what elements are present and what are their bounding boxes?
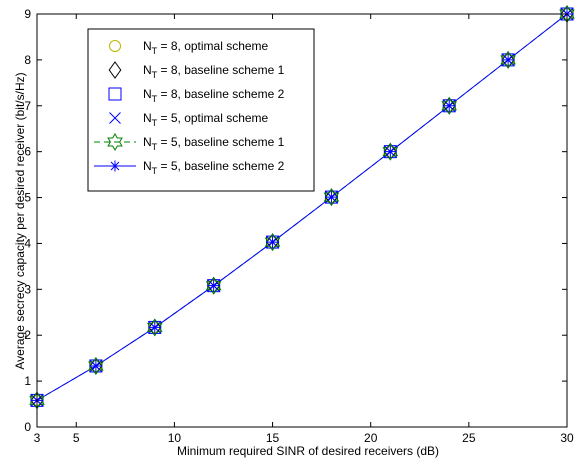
series-6-point (443, 100, 455, 112)
axes-box (36, 13, 568, 428)
legend-marker-1 (109, 40, 121, 52)
legend-label-main: N (143, 159, 152, 173)
series-6-point (502, 54, 514, 66)
legend-label-main: N (143, 135, 152, 149)
series-5-point (205, 276, 222, 295)
legend-marker-5 (107, 133, 123, 151)
legend-label-rest: = 5, optimal scheme (157, 111, 268, 125)
legend-marker-3 (108, 87, 122, 101)
y-tick-label: 3 (24, 282, 31, 296)
x-tick-label: 10 (168, 431, 182, 445)
x-tick-label: 15 (266, 431, 280, 445)
x-tick-label: 25 (462, 431, 476, 445)
legend-label-rest: = 5, baseline scheme 2 (157, 159, 284, 173)
legend-label-main: N (143, 111, 152, 125)
series-5-point (323, 188, 340, 207)
series-6-point (267, 236, 279, 248)
legend-label-sub: T (152, 94, 158, 104)
series-6-point (208, 280, 220, 292)
legend-label-rest: = 5, baseline scheme 1 (157, 135, 284, 149)
y-tick-label: 4 (24, 236, 31, 250)
legend-label-rest: = 8, baseline scheme 1 (157, 63, 284, 77)
series-3-point (442, 99, 456, 113)
legend-marker-6 (109, 160, 121, 172)
legend-label-3: NT = 8, baseline scheme 2 (143, 87, 285, 104)
legend-label-rest: = 8, optimal scheme (157, 39, 268, 53)
series-5-point (382, 142, 399, 161)
x-tick-label: 20 (364, 431, 378, 445)
x-tick-label: 30 (560, 431, 574, 445)
legend-label-main: N (143, 87, 152, 101)
series-3-point (89, 359, 103, 373)
y-tick-label: 2 (24, 328, 31, 342)
series-3-point (324, 190, 338, 204)
series-6-point (325, 191, 337, 203)
legend-label-main: N (143, 39, 152, 53)
series-3-point (383, 145, 397, 159)
series-layer (29, 5, 575, 410)
series-6-point (384, 146, 396, 158)
series-5-point (146, 318, 163, 337)
series-3-point (501, 53, 515, 67)
legend-label-sub: T (152, 46, 158, 56)
legend-marker-2 (108, 61, 122, 79)
series-line-6 (36, 13, 568, 401)
legend-label-1: NT = 8, optimal scheme (143, 39, 269, 56)
legend-label-2: NT = 8, baseline scheme 1 (143, 63, 285, 80)
y-tick-label: 8 (24, 53, 31, 67)
y-tick-label: 1 (24, 374, 31, 388)
y-axis-label: Average secrecy capacity per desired rec… (13, 72, 27, 369)
x-tick-label: 3 (34, 431, 41, 445)
legend-label-4: NT = 5, optimal scheme (143, 111, 269, 128)
series-5-point (441, 96, 458, 115)
x-tick-label: 5 (73, 431, 80, 445)
legend-box (87, 28, 315, 192)
y-tick-label: 6 (24, 145, 31, 159)
legend-label-sub: T (152, 118, 158, 128)
y-tick-label: 7 (24, 99, 31, 113)
y-tick-label: 0 (24, 420, 31, 434)
legend-marker-4 (109, 112, 121, 124)
legend-label-sub: T (152, 142, 158, 152)
legend-label-rest: = 8, baseline scheme 2 (157, 87, 284, 101)
series-5-point (500, 50, 516, 69)
legend-label-sub: T (152, 70, 158, 80)
legend-label-5: NT = 5, baseline scheme 1 (143, 135, 285, 152)
y-tick-label: 9 (24, 7, 31, 21)
series-6-point (90, 360, 102, 372)
series-3-point (266, 235, 280, 249)
legend-label-main: N (143, 63, 152, 77)
series-5-point (88, 356, 104, 375)
series-3-point (148, 320, 162, 334)
series-5-point (264, 233, 281, 252)
legend-label-6: NT = 5, baseline scheme 2 (143, 159, 285, 176)
series-3-point (207, 279, 221, 293)
series-6-point (149, 321, 161, 333)
x-axis-label: Minimum required SINR of desired receive… (177, 444, 439, 458)
legend-label-sub: T (152, 166, 158, 176)
y-tick-label: 5 (24, 191, 31, 205)
plot-frame (36, 13, 568, 428)
